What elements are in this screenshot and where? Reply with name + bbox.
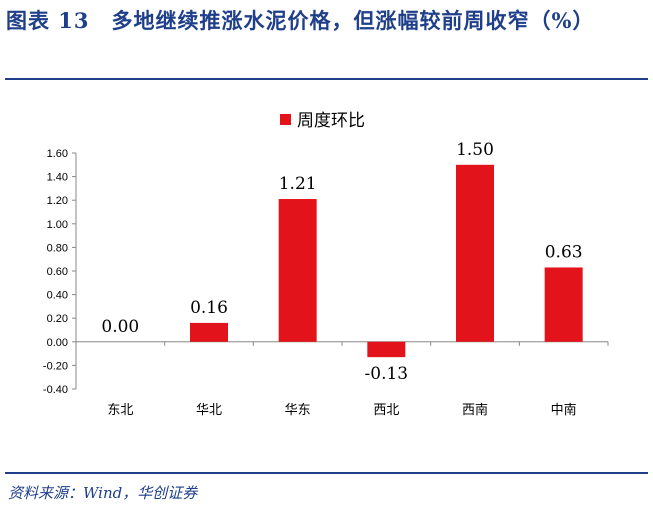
- legend: 周度环比: [280, 111, 365, 131]
- y-tick-label: -0.40: [43, 384, 68, 396]
- axes: -0.40 -0.20 0.00 0.20 0.40 0.60 0.80 1.00 1.20 1.…: [43, 148, 609, 418]
- data-label: 1.50: [456, 140, 494, 160]
- bar: [367, 341, 406, 358]
- y-tick-label: 1.20: [47, 195, 68, 207]
- bar: [190, 322, 228, 342]
- legend-label: 周度环比: [297, 111, 365, 131]
- bars: [190, 164, 583, 358]
- title-rule: [5, 78, 648, 80]
- category-label: 华东: [285, 403, 311, 418]
- footer-rule: [5, 472, 648, 474]
- category-label: 西北: [373, 403, 399, 418]
- category-label: 华北: [196, 403, 222, 418]
- category-label: 中南: [551, 402, 577, 418]
- category-label: 西南: [462, 402, 488, 418]
- bar: [278, 199, 317, 342]
- data-label: -0.13: [365, 364, 409, 384]
- data-label: 0.63: [545, 242, 583, 262]
- y-tick-label: 0.40: [47, 290, 68, 302]
- y-tick-label: 1.60: [47, 148, 68, 160]
- y-tick-label: -0.20: [43, 360, 68, 372]
- figure-title: 图表 13 多地继续推涨水泥价格，但涨幅较前周收窄（%）: [6, 8, 595, 33]
- y-tick-label: 0.20: [47, 313, 68, 325]
- data-labels: 0.00 0.16 1.21 -0.13 1.50 0.63: [101, 140, 582, 384]
- bar: [544, 267, 583, 342]
- y-tick-label: 1.00: [47, 219, 68, 231]
- y-tick-label: 0.60: [47, 266, 68, 278]
- data-label: 0.16: [190, 298, 228, 318]
- bar-chart: 周度环比 -0.40 -0.20 0.00 0.20 0.40 0.60 0.80 1.00 1…: [43, 111, 609, 418]
- data-label: 0.00: [101, 317, 139, 337]
- legend-swatch: [280, 114, 291, 125]
- source-note: 资料来源：Wind，华创证券: [8, 484, 198, 502]
- y-tick-label: 1.40: [47, 172, 68, 184]
- category-label: 东北: [107, 403, 133, 418]
- bar: [456, 164, 494, 342]
- y-tick-label: 0.80: [47, 242, 68, 254]
- y-tick-label: 0.00: [47, 337, 68, 349]
- data-label: 1.21: [279, 174, 317, 194]
